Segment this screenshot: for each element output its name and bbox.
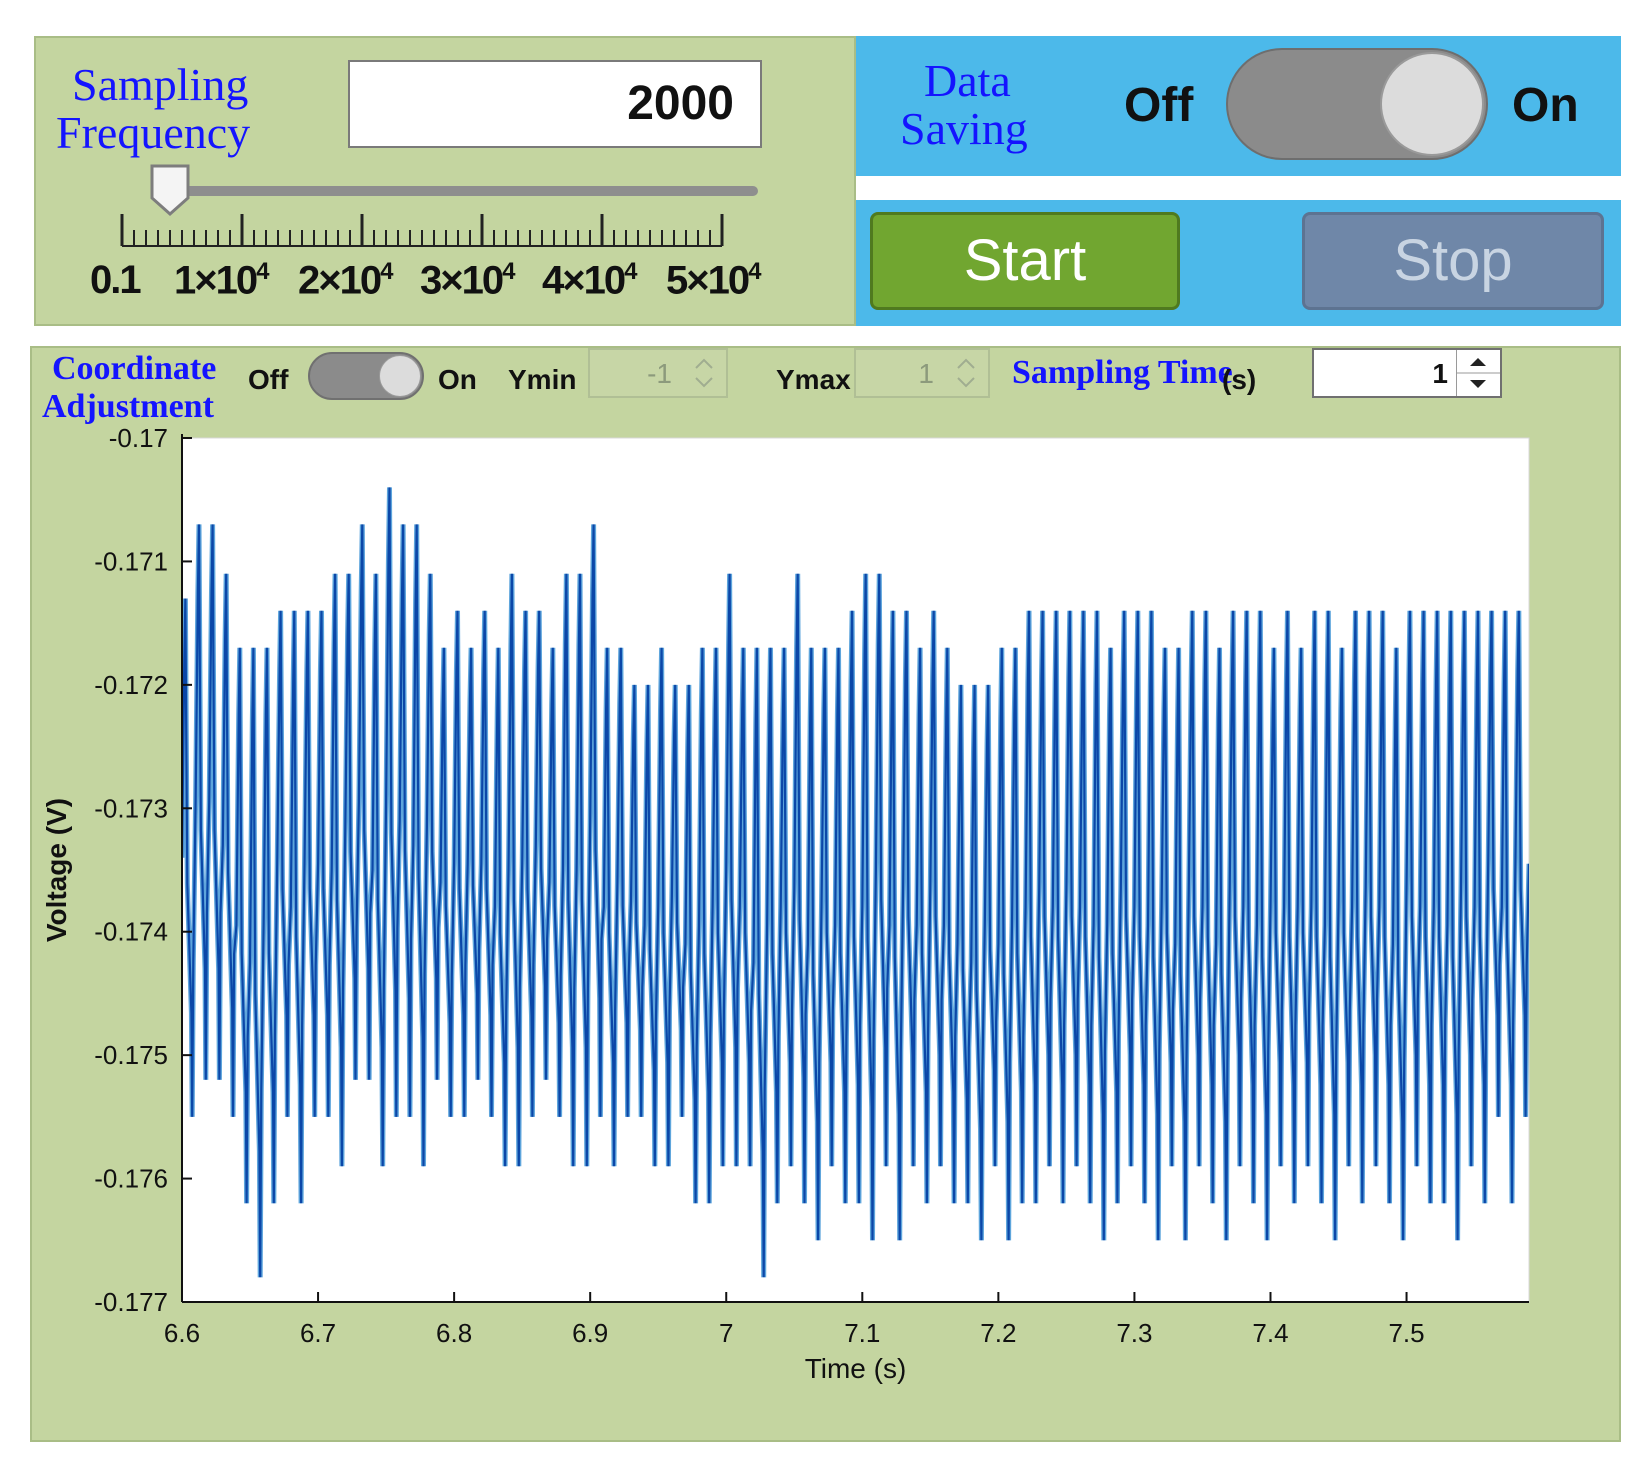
- coordinate-adjustment-toggle[interactable]: [308, 352, 424, 400]
- slider-tick-label-exponent: 4: [380, 258, 393, 285]
- voltage-chart: 6.6 6.7 6.8 6.9 7 7.1 7.2 7.3 7.4 7.5 -0.177 -0.176…: [41, 423, 1530, 1384]
- coordinate-on-label: On: [438, 364, 477, 395]
- coordinate-adjustment-label: Coordinate: [52, 350, 217, 387]
- sampling-frequency-slider-thumb[interactable]: [148, 164, 192, 218]
- ymin-label: Ymin: [508, 364, 577, 395]
- y-tick-label: -0.177: [94, 1287, 168, 1317]
- data-saving-label: Data: [924, 55, 1011, 106]
- slider-tick-label: 2×104: [298, 258, 394, 303]
- slider-tick-label-exponent: 4: [502, 258, 515, 285]
- data-saving-off-label: Off: [1124, 79, 1194, 132]
- slider-tick-label-base: 2×10: [298, 258, 382, 303]
- coordinate-adjustment-label-line2: Adjustment: [42, 388, 214, 425]
- x-tick-label: 6.8: [436, 1318, 472, 1348]
- data-saving-toggle-knob[interactable]: [1380, 52, 1484, 156]
- y-tick-label: -0.171: [94, 546, 168, 576]
- slider-tick-marks: [120, 214, 724, 247]
- x-tick-label: 7.5: [1388, 1318, 1424, 1348]
- y-tick-label: -0.172: [94, 670, 168, 700]
- sampling-time-unit: (s): [1222, 364, 1257, 395]
- slider-tick-label-base: 0.1: [90, 258, 142, 302]
- voltage-trace: [182, 487, 1529, 1278]
- y-tick-label: -0.175: [94, 1040, 168, 1070]
- x-tick-label: 6.6: [164, 1318, 200, 1348]
- y-tick-label: -0.17: [109, 423, 168, 453]
- slider-tick-label-base: 1×10: [174, 258, 258, 303]
- sampling-time-spinner[interactable]: 1: [1312, 348, 1502, 398]
- slider-tick-label-exponent: 4: [624, 258, 637, 285]
- x-tick-label: 7.3: [1116, 1318, 1152, 1348]
- sampling-frequency-input[interactable]: 2000: [348, 60, 762, 148]
- plot-panel: Coordinate Adjustment Off On Ymin -1 Yma…: [30, 346, 1621, 1442]
- slider-tick-label-base: 3×10: [420, 258, 504, 303]
- x-tick-label: 7.4: [1252, 1318, 1288, 1348]
- y-tick-label: -0.176: [94, 1164, 168, 1194]
- data-saving-on-label: On: [1512, 79, 1579, 132]
- ymax-spinner-arrows-icon[interactable]: [944, 350, 988, 396]
- sampling-time-label: Sampling Time: [1012, 354, 1233, 391]
- slider-tick-label: 0.1: [90, 258, 142, 303]
- sampling-time-spinner-arrows-icon[interactable]: [1456, 350, 1500, 396]
- stop-button[interactable]: Stop: [1302, 212, 1604, 310]
- sampling-time-value[interactable]: 1: [1432, 358, 1448, 389]
- slider-tick-label-base: 4×10: [542, 258, 626, 303]
- y-tick-label: -0.173: [94, 793, 168, 823]
- slider-tick-label: 3×104: [420, 258, 516, 303]
- data-saving-panel: Data Saving Off On: [856, 36, 1621, 176]
- x-tick-label: 7: [719, 1318, 733, 1348]
- coordinate-toggle-knob[interactable]: [379, 355, 421, 397]
- slider-tick-label: 5×104: [666, 258, 762, 303]
- slider-tick-label-base: 5×10: [666, 258, 750, 303]
- y-axis-label: Voltage (V): [41, 798, 72, 942]
- start-button[interactable]: Start: [870, 212, 1180, 310]
- ymax-value[interactable]: 1: [918, 358, 934, 389]
- slider-tick-label: 4×104: [542, 258, 638, 303]
- x-tick-label: 6.9: [572, 1318, 608, 1348]
- data-saving-toggle[interactable]: [1226, 48, 1488, 160]
- x-tick-label: 7.2: [980, 1318, 1016, 1348]
- ymin-spinner[interactable]: -1: [588, 348, 728, 398]
- slider-tick-label-exponent: 4: [256, 258, 269, 285]
- voltage-series: [182, 487, 1529, 1278]
- y-tick-label: -0.174: [94, 917, 168, 947]
- sampling-frequency-label-line2: Frequency: [56, 107, 251, 158]
- ymin-value[interactable]: -1: [647, 358, 672, 389]
- slider-ticks: [120, 214, 724, 247]
- sampling-frequency-label: Sampling: [72, 59, 249, 110]
- data-saving-label-line2: Saving: [900, 103, 1028, 154]
- slider-tick-label-exponent: 4: [748, 258, 761, 285]
- x-tick-label: 7.1: [844, 1318, 880, 1348]
- x-axis-label: Time (s): [805, 1353, 907, 1384]
- sampling-frequency-slider-track[interactable]: [158, 186, 758, 196]
- ymax-label: Ymax: [776, 364, 851, 395]
- ymin-spinner-arrows-icon[interactable]: [682, 350, 726, 396]
- slider-tick-label: 1×104: [174, 258, 270, 303]
- x-tick-label: 6.7: [300, 1318, 336, 1348]
- ymax-spinner[interactable]: 1: [854, 348, 990, 398]
- control-buttons-panel: Start Stop: [856, 200, 1621, 326]
- coordinate-off-label: Off: [248, 364, 289, 395]
- sampling-frequency-panel: Sampling Frequency 2000 0.1 1×104 2×104 3×1…: [34, 36, 856, 326]
